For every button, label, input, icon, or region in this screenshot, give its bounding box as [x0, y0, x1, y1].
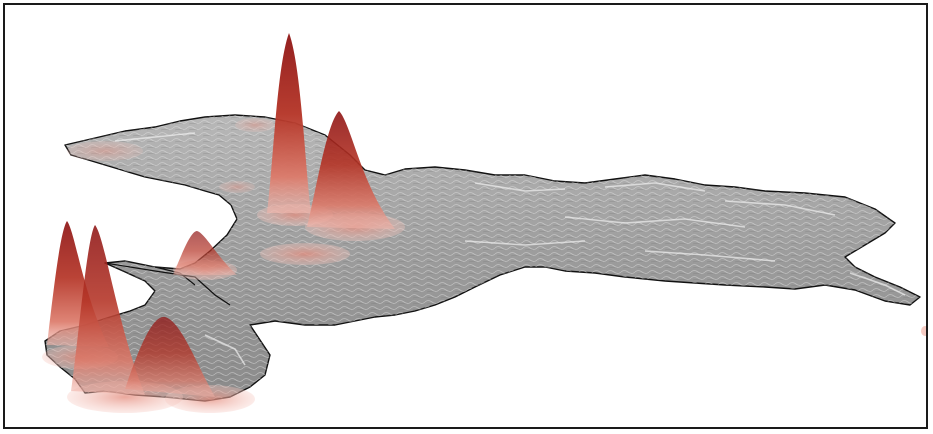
- terrain-landmass: [44, 114, 921, 402]
- terrain-relief-texture: [45, 115, 920, 401]
- northwest-faint-base: [67, 141, 143, 161]
- map-frame: [3, 3, 928, 429]
- north-faint-base: [235, 118, 275, 132]
- ridge-highlights: [114, 132, 906, 366]
- peak-north-tall: [267, 33, 311, 213]
- density-peaks: [47, 33, 395, 397]
- terrain-density-map: [42, 33, 926, 413]
- peak-channel-small: [173, 231, 237, 275]
- peak-west-second: [71, 225, 145, 395]
- mid-faint-base: [219, 181, 255, 193]
- peak-north-right: [307, 111, 395, 229]
- central-flat-base: [260, 243, 350, 265]
- peak-south-mid: [125, 316, 215, 397]
- edge-density-fragment: [921, 326, 926, 336]
